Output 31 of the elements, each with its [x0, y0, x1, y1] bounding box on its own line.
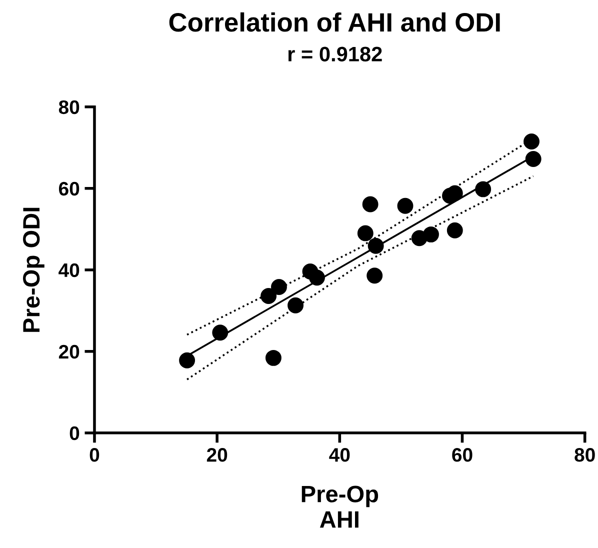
y-tick-label: 40 — [58, 263, 80, 278]
point — [475, 181, 492, 198]
x-tick-label: 60 — [452, 448, 472, 462]
point — [265, 350, 282, 366]
y-tick-label: 80 — [58, 100, 80, 114]
y-tick-label: 60 — [58, 182, 80, 196]
x-tick-label: 20 — [206, 448, 228, 462]
point — [446, 222, 463, 238]
point — [366, 268, 383, 284]
point — [423, 226, 439, 242]
point — [309, 270, 325, 286]
point — [368, 238, 384, 254]
point — [524, 134, 540, 150]
x-tick-label: 0 — [90, 448, 100, 462]
x-axis-title: Pre-Op AHI — [302, 486, 378, 528]
x-tick-label: 80 — [574, 448, 595, 462]
point — [179, 352, 196, 368]
y-axis-title: Pre-Op ODI — [23, 208, 44, 332]
chart-title: Correlation of AHI and ODI — [169, 12, 500, 32]
point — [397, 198, 414, 214]
point — [362, 196, 378, 212]
point — [212, 324, 228, 341]
x-tick-label: 40 — [329, 448, 350, 462]
point — [288, 297, 304, 314]
y-tick-label: 20 — [58, 344, 80, 359]
point — [357, 225, 374, 242]
point — [525, 151, 542, 168]
y-tick-label: 0 — [70, 426, 80, 440]
chart-subtitle: r = 0.9182 — [288, 46, 382, 62]
point — [271, 279, 287, 295]
point — [260, 288, 277, 304]
